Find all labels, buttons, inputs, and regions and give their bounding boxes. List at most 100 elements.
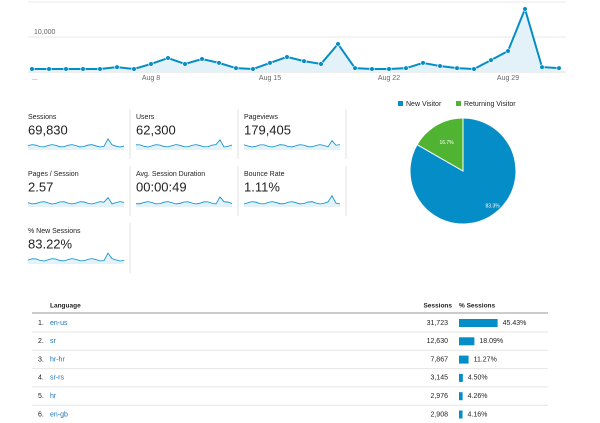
point [80, 66, 86, 72]
point [403, 65, 409, 71]
share-bar [459, 373, 463, 382]
share-label: 11.27% [474, 356, 497, 363]
column-header: % Sessions [459, 303, 496, 310]
sparkline [243, 195, 341, 205]
metric-value: 2.57 [28, 179, 53, 194]
row-rank: 4. [38, 375, 44, 382]
point [29, 66, 35, 72]
share-label: 4.50% [468, 375, 488, 382]
language-link[interactable]: sr [50, 338, 57, 345]
point [386, 66, 392, 72]
metric-label: Pages / Session [28, 171, 79, 178]
point [471, 66, 477, 72]
point [437, 63, 443, 69]
point [505, 48, 511, 54]
metric-label: Avg. Session Duration [136, 171, 205, 178]
sparkline-area [244, 140, 340, 150]
point [216, 60, 222, 66]
sparkline-area [244, 195, 340, 207]
sparkline-area [28, 253, 124, 264]
point [250, 66, 256, 72]
share-label: 18.09% [479, 338, 503, 345]
point [420, 60, 426, 66]
sessions: 12,630 [427, 338, 449, 345]
metric-value: 83.22% [28, 236, 73, 251]
sparkline-area [136, 196, 232, 207]
metric-value: 62,300 [136, 122, 176, 137]
point [148, 61, 154, 67]
row-rank: 6. [38, 411, 44, 418]
row-rank: 3. [38, 356, 44, 363]
sparkline [135, 139, 233, 148]
language-link[interactable]: hr [50, 393, 57, 400]
y-tick-label: 20,000 [34, 0, 56, 1]
x-tick-label: Aug 29 [497, 75, 519, 82]
point [114, 64, 120, 70]
metric-value: 179,405 [244, 122, 291, 137]
language-link[interactable]: hr-hr [50, 356, 65, 363]
share-bar [459, 355, 469, 364]
sparkline [243, 140, 341, 148]
pie-label: 16.7% [439, 140, 454, 146]
metric-label: Users [136, 114, 155, 121]
point [352, 65, 358, 71]
point [182, 61, 188, 67]
sessions: 3,145 [430, 375, 448, 382]
row-rank: 1. [38, 320, 44, 327]
metric-value: 1.11% [244, 179, 280, 194]
column-header: Sessions [423, 303, 452, 310]
metric-value: 00:00:49 [136, 179, 187, 194]
share-bar [459, 337, 475, 346]
sparkline-area [28, 197, 124, 207]
point [318, 61, 324, 67]
pie-slice [416, 117, 464, 172]
metric-label: % New Sessions [28, 228, 81, 235]
language-link[interactable]: sr-rs [50, 375, 64, 382]
metric-value: 69,830 [28, 122, 68, 137]
line [32, 5, 560, 71]
x-tick-label: ... [32, 75, 38, 82]
metric-label: Sessions [28, 114, 57, 121]
share-bar [459, 319, 498, 327]
point [556, 65, 562, 71]
share-label: 45.43% [503, 320, 527, 327]
sessions: 31,723 [427, 320, 449, 327]
sessions: 7,867 [430, 356, 448, 363]
x-tick-label: Aug 22 [378, 75, 400, 82]
point [335, 41, 341, 47]
legend-swatch [456, 101, 461, 106]
sparkline [27, 252, 125, 262]
sessions: 2,908 [430, 411, 448, 418]
legend-swatch [398, 101, 403, 106]
point [131, 66, 137, 72]
y-tick-label: 10,000 [34, 29, 56, 36]
point [488, 57, 494, 63]
sparkline [27, 138, 125, 148]
legend-label: Returning Visitor [464, 101, 516, 108]
point [165, 55, 171, 61]
point [97, 66, 103, 72]
point [454, 65, 460, 71]
point [267, 60, 273, 66]
metric-label: Pageviews [244, 114, 278, 121]
sparkline [135, 196, 233, 205]
area [32, 9, 559, 72]
point [369, 66, 375, 72]
point [539, 64, 545, 70]
row-rank: 5. [38, 393, 44, 400]
row-rank: 2. [38, 338, 44, 345]
share-bar [459, 410, 463, 419]
point [199, 56, 205, 62]
x-tick-label: Aug 8 [142, 75, 160, 82]
point [63, 66, 69, 72]
sparkline-area [136, 139, 232, 150]
language-link[interactable]: en-us [50, 320, 68, 327]
sparkline [27, 196, 125, 205]
share-bar [459, 392, 463, 401]
point [522, 6, 528, 12]
language-link[interactable]: en-gb [50, 411, 68, 418]
share-label: 4.26% [468, 393, 488, 400]
point [233, 65, 239, 71]
column-header: Language [50, 303, 81, 310]
